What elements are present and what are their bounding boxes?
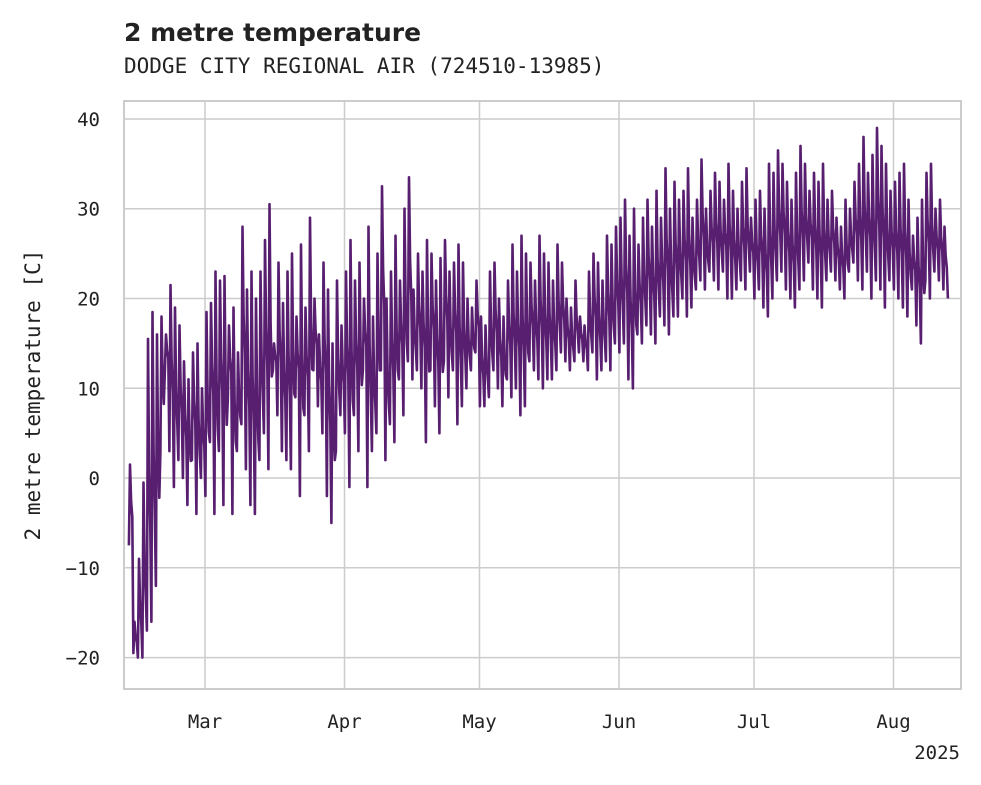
year-label: 2025 — [914, 742, 960, 764]
x-tick-label: Aug — [876, 711, 910, 733]
x-tick-label: May — [462, 711, 496, 733]
x-tick-label: Mar — [188, 711, 222, 733]
plot-frame — [123, 100, 962, 690]
chart-subtitle: DODGE CITY REGIONAL AIR (724510-13985) — [124, 54, 604, 78]
series-layer — [127, 126, 950, 659]
y-tick-labels: −20 −10 0 10 20 30 40 — [66, 109, 100, 670]
y-axis-label: 2 metre temperature [C] — [21, 250, 45, 541]
y-tick-label: 0 — [89, 468, 100, 490]
y-tick-label: 30 — [77, 199, 100, 221]
y-tick-label: −20 — [66, 648, 100, 670]
x-tick-label: Apr — [327, 711, 361, 733]
y-tick-label: 40 — [77, 109, 100, 131]
temperature-series-line — [127, 126, 950, 659]
y-tick-label: −10 — [66, 558, 100, 580]
chart-title: 2 metre temperature — [124, 18, 421, 47]
x-tick-label: Jun — [602, 711, 636, 733]
y-tick-label: 10 — [77, 378, 100, 400]
y-tick-label: 20 — [77, 288, 100, 310]
x-tick-label: Jul — [737, 711, 771, 733]
x-tick-labels: Mar Apr May Jun Jul Aug — [188, 711, 911, 733]
